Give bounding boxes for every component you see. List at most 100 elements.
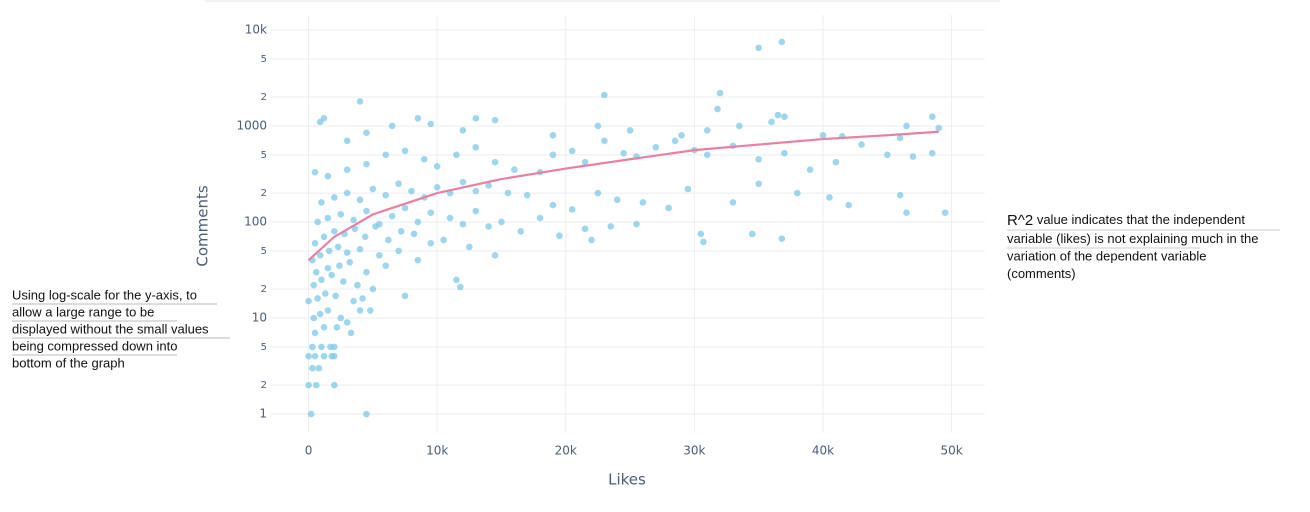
point — [883, 151, 891, 159]
y-tick-label: 1 — [259, 407, 267, 421]
point — [736, 122, 743, 130]
point — [315, 364, 323, 372]
annotation-line: displayed without the small values — [12, 321, 209, 336]
point — [337, 211, 345, 218]
point — [367, 307, 374, 314]
point — [356, 245, 364, 253]
point — [729, 199, 737, 206]
point — [607, 223, 615, 230]
point — [793, 189, 801, 197]
point — [363, 410, 370, 418]
x-tick-label: 20k — [555, 444, 577, 458]
point — [427, 209, 435, 216]
point — [363, 268, 370, 276]
point — [361, 233, 369, 241]
y-tick-label: 2 — [261, 284, 267, 295]
point — [459, 127, 467, 134]
point — [330, 194, 338, 201]
point — [748, 230, 756, 238]
point — [633, 220, 640, 228]
point — [351, 225, 359, 233]
point — [684, 185, 692, 193]
point — [395, 247, 402, 255]
point — [408, 187, 415, 195]
point — [369, 185, 377, 193]
point — [307, 410, 315, 418]
annotations: Using log-scale for the y-axis, to allow … — [12, 212, 1280, 370]
point — [309, 364, 316, 372]
point — [343, 249, 351, 256]
x-tick-label: 0 — [305, 444, 313, 458]
point — [594, 122, 602, 130]
point — [778, 235, 786, 242]
point — [697, 230, 705, 238]
point — [343, 319, 351, 326]
point — [427, 239, 435, 247]
point — [446, 214, 454, 222]
point — [568, 147, 576, 155]
point — [581, 225, 589, 233]
point — [401, 147, 409, 155]
point — [354, 281, 361, 289]
point — [414, 218, 422, 226]
point — [320, 324, 328, 331]
x-tick-label: 40k — [812, 444, 834, 458]
point — [309, 343, 316, 351]
point — [346, 259, 354, 266]
point — [935, 124, 943, 132]
point — [703, 127, 711, 134]
x-tick-label: 50k — [940, 444, 962, 458]
y-tick-label: 100 — [244, 214, 267, 228]
point — [395, 180, 402, 188]
point — [517, 227, 525, 235]
point — [928, 149, 936, 157]
point — [485, 182, 492, 189]
point — [314, 218, 321, 226]
point — [382, 191, 390, 199]
point — [504, 189, 512, 197]
point — [485, 223, 492, 230]
point — [459, 220, 467, 228]
point — [369, 285, 377, 293]
point — [310, 314, 318, 322]
point — [316, 251, 324, 259]
point — [549, 201, 557, 209]
point — [401, 204, 409, 212]
point — [755, 44, 762, 52]
point — [324, 264, 332, 272]
point — [340, 278, 347, 285]
point — [832, 158, 840, 166]
point — [755, 155, 762, 163]
point — [350, 216, 357, 224]
point — [581, 158, 589, 166]
point — [321, 290, 329, 297]
point — [671, 137, 679, 145]
point — [376, 251, 383, 259]
point — [613, 196, 621, 204]
point — [594, 189, 602, 197]
point — [472, 143, 480, 151]
point — [330, 343, 338, 351]
point — [347, 329, 355, 337]
point — [457, 283, 464, 291]
point — [896, 134, 904, 142]
point — [453, 151, 460, 159]
point — [376, 220, 383, 228]
y-tick-label: 5 — [261, 342, 267, 353]
point — [311, 239, 319, 247]
point — [332, 292, 339, 300]
point — [325, 247, 333, 255]
point — [549, 131, 557, 139]
point — [819, 131, 827, 139]
point — [337, 314, 345, 322]
point — [700, 238, 707, 246]
point — [334, 243, 342, 251]
annotation-text: value indicates that the independent — [1033, 212, 1245, 227]
point — [385, 236, 392, 244]
point — [498, 218, 505, 226]
x-axis-title: Likes — [608, 471, 646, 489]
point — [703, 151, 711, 159]
point — [845, 201, 852, 209]
point — [324, 307, 332, 314]
